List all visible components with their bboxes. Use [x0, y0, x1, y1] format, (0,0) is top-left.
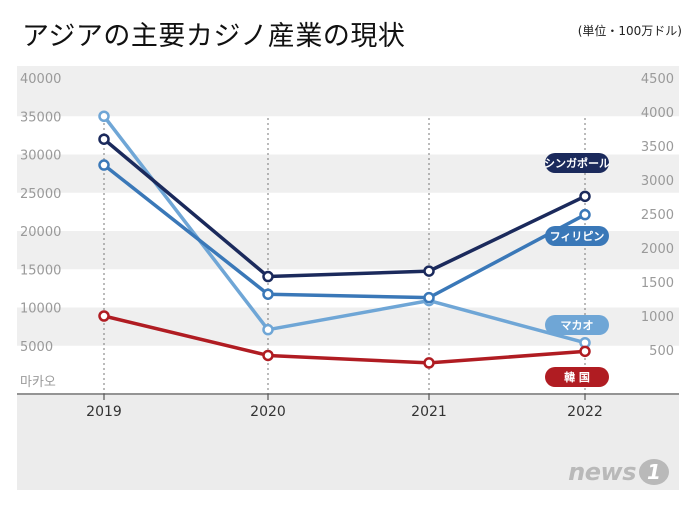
right-axis: 500 1000 1500 2000 2500 3000 3500 4000 4500	[641, 72, 674, 359]
data-point	[262, 349, 274, 362]
right-tick-label: 3000	[641, 174, 674, 189]
logo-word: news	[568, 458, 636, 486]
x-tick-label: 2020	[250, 404, 286, 420]
data-point	[262, 288, 274, 300]
data-point	[579, 208, 591, 221]
series-label: マカオ	[561, 319, 594, 332]
x-tick-label: 2022	[567, 404, 603, 420]
data-point	[98, 310, 110, 322]
series-label: フィリピン	[550, 230, 605, 243]
logo-mark-icon: 1	[639, 459, 669, 485]
data-point	[262, 323, 274, 336]
data-point	[98, 159, 110, 171]
left-tick-label: 35000	[20, 110, 61, 125]
series-label: シンガポール	[544, 156, 610, 170]
left-tick-label: 10000	[20, 302, 61, 317]
series-line	[102, 115, 586, 345]
data-point	[262, 270, 274, 283]
unit-note: (単位・100万ドル)	[577, 24, 682, 38]
right-tick-label: 2500	[641, 208, 674, 223]
series-line	[103, 314, 586, 365]
left-tick-label: 15000	[20, 263, 61, 278]
right-tick-label: 3500	[641, 140, 674, 155]
left-tick-label: 40000	[20, 72, 61, 87]
series-line	[102, 137, 586, 279]
grid-bands	[17, 66, 679, 346]
right-tick-label: 4000	[641, 106, 674, 121]
data-point	[579, 345, 591, 358]
right-tick-label: 2000	[641, 242, 674, 257]
data-point	[423, 291, 435, 304]
right-tick-label: 1000	[641, 310, 674, 325]
data-point	[98, 110, 110, 122]
grid-band	[17, 78, 679, 117]
right-tick-label: 1500	[641, 276, 674, 291]
left-tick-label: 30000	[20, 149, 61, 164]
series-label-badge	[545, 153, 609, 173]
right-tick-label: 4500	[641, 72, 674, 87]
grid-band	[17, 66, 679, 78]
series-line	[102, 163, 586, 300]
left-tick-label: 25000	[20, 187, 61, 202]
series-label-badge	[545, 226, 609, 246]
series-label-badge	[545, 315, 609, 335]
series-label: 韓 国	[564, 370, 590, 384]
chart-title: アジアの主要カジノ産業の現状	[22, 21, 406, 52]
right-tick-label: 500	[649, 344, 674, 359]
data-point	[423, 265, 435, 277]
footer-band	[17, 395, 679, 490]
left-axis: 5000 10000 15000 20000 25000 30000 35000 40000 마…	[20, 72, 61, 390]
data-point	[579, 190, 591, 203]
svg-text:1: 1	[647, 460, 661, 484]
data-point	[98, 133, 110, 145]
left-axis-label: 마카오	[20, 375, 56, 390]
series-group	[98, 110, 591, 369]
left-tick-label: 5000	[20, 340, 53, 355]
news1-logo: news 1	[568, 457, 670, 487]
x-tick-label: 2019	[86, 404, 122, 420]
series-label-badge	[545, 367, 609, 387]
x-tick-label: 2021	[411, 404, 447, 420]
x-axis: 2019 2020 2021 2022	[86, 394, 603, 420]
data-point	[423, 357, 435, 369]
left-tick-label: 20000	[20, 225, 61, 240]
